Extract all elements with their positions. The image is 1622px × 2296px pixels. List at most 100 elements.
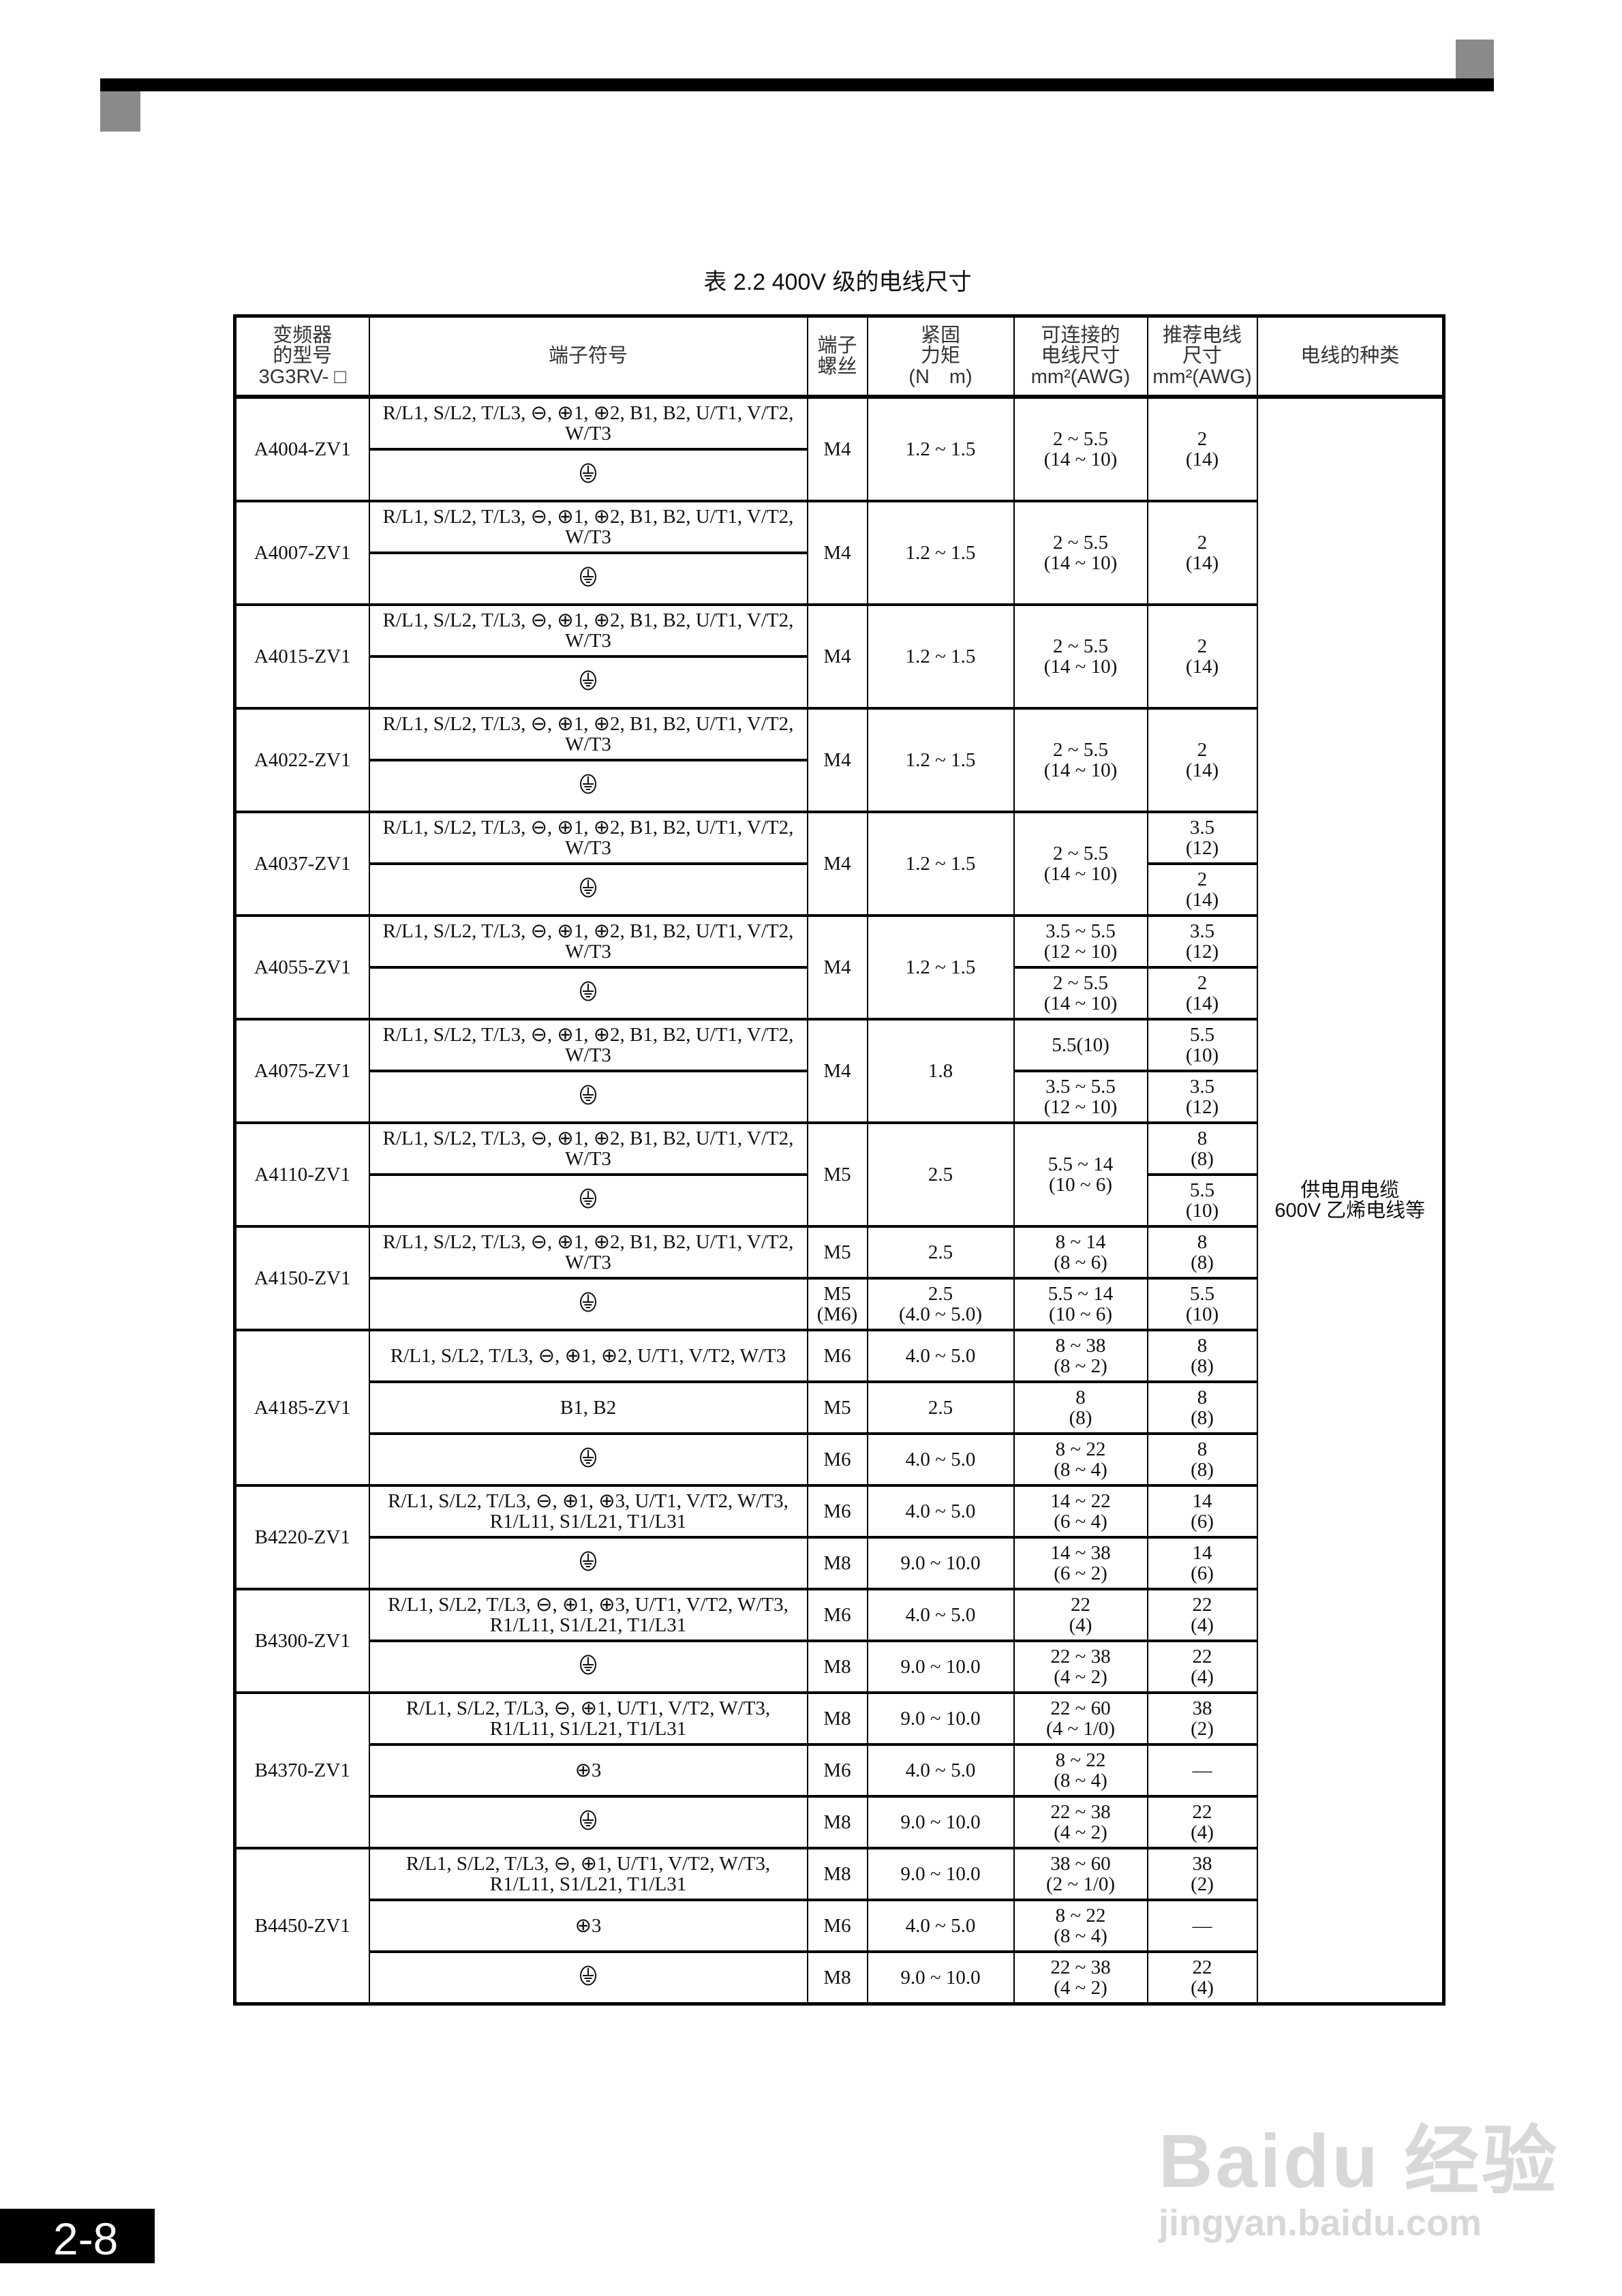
screw-cell: M6: [806, 1743, 868, 1798]
header-wire-type: 电线的种类: [1256, 314, 1445, 399]
ground-icon: [579, 1551, 597, 1576]
connectable-size-cell: 2 ~ 5.5 (14 ~ 10): [1013, 395, 1148, 502]
terminal-cell: [368, 1640, 808, 1694]
table-row: A4075-ZV1 R/L1, S/L2, T/L3, ⊖, ⊕1, ⊕2, B1…: [234, 1018, 1444, 1124]
model-cell: B4370-ZV1: [234, 1691, 370, 1849]
table-row: ⊕3 M6 4.0 ~ 5.0 8 ~ 22 (8 ~ 4) —: [235, 1743, 1444, 1798]
model-cell: B4220-ZV1: [234, 1484, 370, 1590]
header-recommended-size: 推荐电线 尺寸 mm²(AWG): [1146, 314, 1258, 399]
table-row: M5 (M6) 2.5 (4.0 ~ 5.0) 5.5 ~ 14 (10 ~ 6) 5…: [235, 1277, 1444, 1331]
table-row: B4220-ZV1 R/L1, S/L2, T/L3, ⊖, ⊕1, ⊕3, U/…: [234, 1484, 1444, 1590]
terminal-cell: R/L1, S/L2, T/L3, ⊖, ⊕1, ⊕2, B1, B2, U/T…: [368, 603, 808, 658]
terminal-cell: R/L1, S/L2, T/L3, ⊖, ⊕1, ⊕2, B1, B2, U/T…: [368, 914, 808, 969]
terminal-cell: ⊕3: [368, 1743, 808, 1798]
terminal-cell: ⊕3: [368, 1899, 808, 1953]
connectable-size-cell: 2 ~ 5.5 (14 ~ 10): [1013, 966, 1148, 1021]
terminal-symbols: R/L1, S/L2, T/L3, ⊖, ⊕1, ⊕2, B1, B2, U/T…: [382, 402, 794, 444]
screw-cell: M8: [806, 1950, 868, 2006]
model-cell: A4007-ZV1: [234, 500, 370, 606]
terminal-symbols: R/L1, S/L2, T/L3, ⊖, ⊕1, U/T1, V/T2, W/T…: [406, 1852, 771, 1895]
ground-icon: [579, 1085, 597, 1110]
header-terminal: 端子符号: [368, 314, 808, 399]
terminal-cell: B1, B2: [368, 1380, 808, 1435]
connectable-size-cell: 22 (4): [1013, 1588, 1148, 1642]
table-row: A4037-ZV1 R/L1, S/L2, T/L3, ⊖, ⊕1, ⊕2, B1…: [234, 811, 1444, 917]
terminal-cell: R/L1, S/L2, T/L3, ⊖, ⊕1, ⊕2, B1, B2, U/T…: [368, 1225, 808, 1280]
model-cell: A4022-ZV1: [234, 707, 370, 813]
table-row: B4450-ZV1 R/L1, S/L2, T/L3, ⊖, ⊕1, U/T1, …: [234, 1847, 1444, 2006]
wire-type-cell: 供电用电缆 600V 乙烯电线等: [1256, 395, 1445, 2006]
torque-cell: 1.2 ~ 1.5: [866, 811, 1015, 917]
ground-icon: [579, 1655, 597, 1680]
terminal-cell: R/L1, S/L2, T/L3, ⊖, ⊕1, ⊕3, U/T1, V/T2,…: [368, 1588, 808, 1642]
header-connectable-size: 可连接的 电线尺寸 mm²(AWG): [1013, 314, 1148, 399]
recommended-size-cell: 22 (4): [1146, 1588, 1258, 1642]
ground-icon: [579, 877, 597, 903]
model-cell: A4075-ZV1: [234, 1018, 370, 1124]
terminal-cell: [368, 1795, 808, 1849]
recommended-size-cell: —: [1146, 1899, 1258, 1953]
connectable-size-cell: 14 ~ 22 (6 ~ 4): [1013, 1484, 1148, 1539]
terminal-cell: [368, 1277, 808, 1331]
connectable-size-cell: 22 ~ 60 (4 ~ 1/0): [1013, 1691, 1148, 1746]
terminal-cell: R/L1, S/L2, T/L3, ⊖, ⊕1, ⊕2, B1, B2, U/T…: [368, 1018, 808, 1072]
ground-icon: [579, 1292, 597, 1317]
model-cell: A4004-ZV1: [234, 395, 370, 502]
ground-icon: [579, 1965, 597, 1991]
terminal-symbols: R/L1, S/L2, T/L3, ⊖, ⊕1, ⊕2, B1, B2, U/T…: [382, 505, 794, 548]
screw-cell: M6: [806, 1899, 868, 1953]
torque-cell: 4.0 ~ 5.0: [866, 1432, 1015, 1487]
recommended-size-cell: 5.5 (10): [1146, 1173, 1258, 1228]
torque-cell: 4.0 ~ 5.0: [866, 1588, 1015, 1642]
terminal-symbols: R/L1, S/L2, T/L3, ⊖, ⊕1, ⊕2, B1, B2, U/T…: [382, 712, 794, 755]
recommended-size-cell: 8 (8): [1146, 1432, 1258, 1487]
terminal-cell: [368, 448, 808, 502]
table-row: M8 9.0 ~ 10.0 22 ~ 38 (4 ~ 2) 22 (4): [235, 1795, 1444, 1849]
terminal-symbols: ⊕3: [575, 1914, 602, 1937]
table-row: B4300-ZV1 R/L1, S/L2, T/L3, ⊖, ⊕1, ⊕3, U/…: [234, 1588, 1444, 1694]
torque-cell: 2.5: [866, 1225, 1015, 1280]
recommended-size-cell: 22 (4): [1146, 1640, 1258, 1694]
torque-cell: 1.2 ~ 1.5: [866, 707, 1015, 813]
table-row: A4185-ZV1 R/L1, S/L2, T/L3, ⊖, ⊕1, ⊕2, U/…: [234, 1329, 1444, 1487]
ground-icon: [579, 463, 597, 488]
header-rule: [100, 78, 1494, 91]
recommended-size-cell: 8 (8): [1146, 1329, 1258, 1383]
table-row: M6 4.0 ~ 5.0 8 ~ 22 (8 ~ 4) 8 (8): [235, 1432, 1444, 1487]
connectable-size-cell: 8 ~ 38 (8 ~ 2): [1013, 1329, 1148, 1383]
terminal-cell: [368, 759, 808, 813]
connectable-size-cell: 2 ~ 5.5 (14 ~ 10): [1013, 500, 1148, 606]
watermark-url: jingyan.baidu.com: [1159, 2203, 1482, 2244]
screw-cell: M8: [806, 1536, 868, 1590]
table-row: M8 9.0 ~ 10.0 14 ~ 38 (6 ~ 2) 14 (6): [235, 1536, 1444, 1590]
terminal-symbols: R/L1, S/L2, T/L3, ⊖, ⊕1, ⊕2, B1, B2, U/T…: [382, 920, 794, 963]
recommended-size-cell: 22 (4): [1146, 1950, 1258, 2006]
table-title: 表 2.2 400V 级的电线尺寸: [703, 269, 972, 295]
torque-cell: 4.0 ~ 5.0: [866, 1329, 1015, 1383]
terminal-cell: [368, 655, 808, 710]
recommended-size-cell: 22 (4): [1146, 1795, 1258, 1849]
screw-cell: M8: [806, 1640, 868, 1694]
torque-cell: 4.0 ~ 5.0: [866, 1484, 1015, 1539]
wire-size-table: 变频器 的型号 3G3RV- □ 端子符号 端子 螺丝 紧固 力矩 (N m) …: [233, 314, 1445, 2006]
model-cell: A4015-ZV1: [234, 603, 370, 710]
screw-cell: M5 (M6): [806, 1277, 868, 1331]
table-row: A4007-ZV1 R/L1, S/L2, T/L3, ⊖, ⊕1, ⊕2, B1…: [234, 500, 1444, 606]
recommended-size-cell: 5.5 (10): [1146, 1018, 1258, 1072]
terminal-symbols: R/L1, S/L2, T/L3, ⊖, ⊕1, ⊕2, B1, B2, U/T…: [382, 816, 794, 859]
terminal-cell: R/L1, S/L2, T/L3, ⊖, ⊕1, U/T1, V/T2, W/T…: [368, 1847, 808, 1901]
connectable-size-cell: 3.5 ~ 5.5 (12 ~ 10): [1013, 914, 1148, 969]
torque-cell: 2.5: [866, 1121, 1015, 1228]
table-row: B1, B2 M5 2.5 8 (8) 8 (8): [235, 1380, 1444, 1435]
recommended-size-cell: 38 (2): [1146, 1847, 1258, 1901]
watermark-brand: Baidu 经验: [1159, 2119, 1560, 2203]
recommended-size-cell: 3.5 (12): [1146, 1070, 1258, 1124]
connectable-size-cell: 2 ~ 5.5 (14 ~ 10): [1013, 603, 1148, 710]
connectable-size-cell: 8 ~ 22 (8 ~ 4): [1013, 1432, 1148, 1487]
corner-marker-right: [1456, 40, 1494, 78]
recommended-size-cell: 2 (14): [1146, 966, 1258, 1021]
terminal-symbols: R/L1, S/L2, T/L3, ⊖, ⊕1, ⊕2, B1, B2, U/T…: [382, 1023, 794, 1066]
header-torque: 紧固 力矩 (N m): [866, 314, 1015, 399]
model-cell: A4055-ZV1: [234, 914, 370, 1021]
header-screw: 端子 螺丝: [806, 314, 868, 399]
